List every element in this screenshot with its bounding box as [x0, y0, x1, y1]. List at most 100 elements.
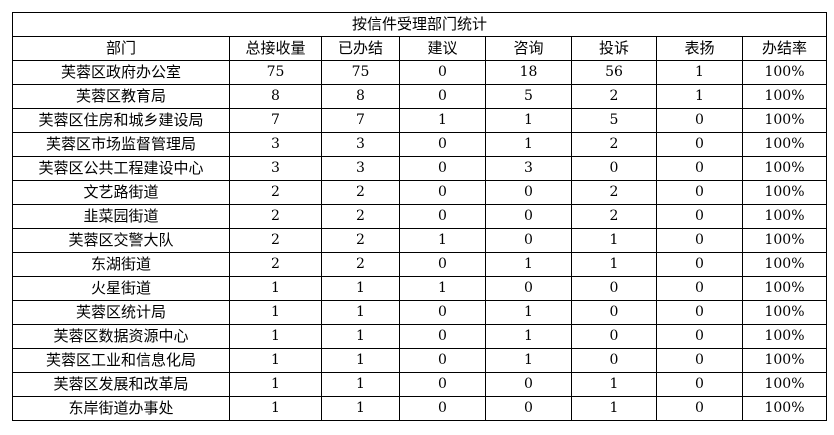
column-header: 办结率 [741, 36, 828, 61]
value-cell: 1 [229, 396, 322, 421]
column-header: 咨询 [485, 36, 572, 61]
value-cell: 0 [399, 300, 486, 325]
value-cell: 100% [741, 204, 828, 229]
value-cell: 2 [229, 228, 322, 253]
department-cell: 芙蓉区住房和城乡建设局 [12, 108, 230, 133]
value-cell: 1 [571, 252, 657, 277]
value-cell: 100% [741, 348, 828, 373]
value-cell: 5 [485, 84, 572, 109]
table-row: 芙蓉区公共工程建设中心 3 3 0 3 0 0 100% [12, 156, 828, 181]
value-cell: 18 [485, 60, 572, 85]
value-cell: 3 [321, 156, 400, 181]
value-cell: 100% [741, 228, 828, 253]
value-cell: 100% [741, 396, 828, 421]
value-cell: 3 [229, 156, 322, 181]
column-header: 表扬 [656, 36, 743, 61]
value-cell: 0 [656, 324, 743, 349]
value-cell: 2 [321, 204, 400, 229]
department-cell: 文艺路街道 [12, 180, 230, 205]
value-cell: 2 [571, 132, 657, 157]
value-cell: 100% [741, 84, 828, 109]
table-row: 芙蓉区教育局 8 8 0 5 2 1 100% [12, 84, 828, 109]
value-cell: 1 [229, 348, 322, 373]
department-cell: 芙蓉区数据资源中心 [12, 324, 230, 349]
value-cell: 0 [571, 156, 657, 181]
value-cell: 100% [741, 324, 828, 349]
value-cell: 0 [399, 324, 486, 349]
value-cell: 1 [485, 324, 572, 349]
value-cell: 0 [656, 204, 743, 229]
value-cell: 1 [229, 300, 322, 325]
value-cell: 5 [571, 108, 657, 133]
value-cell: 3 [485, 156, 572, 181]
value-cell: 1 [399, 276, 486, 301]
value-cell: 100% [741, 276, 828, 301]
department-cell: 芙蓉区统计局 [12, 300, 230, 325]
value-cell: 2 [321, 252, 400, 277]
header-row: 部门 总接收量 已办结 建议 咨询 投诉 表扬 办结率 [12, 36, 828, 61]
table-row: 芙蓉区政府办公室 75 75 0 18 56 1 100% [12, 60, 828, 85]
value-cell: 2 [571, 204, 657, 229]
table-row: 韭菜园街道 2 2 0 0 2 0 100% [12, 204, 828, 229]
table-row: 芙蓉区交警大队 2 2 1 0 1 0 100% [12, 228, 828, 253]
value-cell: 1 [485, 132, 572, 157]
value-cell: 0 [399, 204, 486, 229]
department-cell: 韭菜园街道 [12, 204, 230, 229]
table-row: 芙蓉区发展和改革局 1 1 0 0 1 0 100% [12, 372, 828, 397]
value-cell: 1 [571, 396, 657, 421]
value-cell: 0 [656, 180, 743, 205]
value-cell: 0 [656, 276, 743, 301]
value-cell: 2 [321, 228, 400, 253]
value-cell: 0 [571, 324, 657, 349]
value-cell: 0 [485, 396, 572, 421]
value-cell: 0 [656, 228, 743, 253]
value-cell: 1 [399, 228, 486, 253]
value-cell: 0 [656, 372, 743, 397]
value-cell: 0 [399, 348, 486, 373]
value-cell: 0 [399, 132, 486, 157]
department-cell: 东岸街道办事处 [12, 396, 230, 421]
column-header: 建议 [399, 36, 486, 61]
value-cell: 0 [399, 252, 486, 277]
value-cell: 1 [321, 372, 400, 397]
value-cell: 2 [321, 180, 400, 205]
title-row: 按信件受理部门统计 [11, 12, 828, 37]
value-cell: 0 [656, 132, 743, 157]
value-cell: 100% [741, 372, 828, 397]
value-cell: 100% [741, 132, 828, 157]
department-cell: 火星街道 [12, 276, 230, 301]
value-cell: 1 [485, 348, 572, 373]
table-row: 文艺路街道 2 2 0 0 2 0 100% [12, 180, 828, 205]
value-cell: 75 [229, 60, 322, 85]
value-cell: 100% [741, 108, 828, 133]
department-cell: 东湖街道 [12, 252, 230, 277]
value-cell: 0 [485, 372, 572, 397]
table-row: 芙蓉区工业和信息化局 1 1 0 1 0 0 100% [12, 348, 828, 373]
value-cell: 0 [399, 396, 486, 421]
table-row: 东湖街道 2 2 0 1 1 0 100% [12, 252, 828, 277]
value-cell: 1 [321, 396, 400, 421]
table-row: 火星街道 1 1 1 0 0 0 100% [12, 276, 828, 301]
value-cell: 7 [229, 108, 322, 133]
value-cell: 100% [741, 156, 828, 181]
value-cell: 2 [229, 252, 322, 277]
value-cell: 8 [229, 84, 322, 109]
value-cell: 0 [399, 180, 486, 205]
value-cell: 0 [485, 204, 572, 229]
value-cell: 3 [321, 132, 400, 157]
value-cell: 1 [399, 108, 486, 133]
value-cell: 0 [571, 276, 657, 301]
department-stats-table: 按信件受理部门统计 部门 总接收量 已办结 建议 咨询 投诉 表扬 办结率 芙蓉区政府办公室 7… [11, 12, 828, 421]
value-cell: 1 [571, 372, 657, 397]
department-cell: 芙蓉区市场监督管理局 [12, 132, 230, 157]
department-cell: 芙蓉区教育局 [12, 84, 230, 109]
value-cell: 0 [485, 228, 572, 253]
table-row: 芙蓉区住房和城乡建设局 7 7 1 1 5 0 100% [12, 108, 828, 133]
value-cell: 2 [229, 204, 322, 229]
value-cell: 0 [399, 372, 486, 397]
value-cell: 1 [485, 108, 572, 133]
value-cell: 0 [656, 300, 743, 325]
value-cell: 0 [656, 348, 743, 373]
table-row: 芙蓉区统计局 1 1 0 1 0 0 100% [12, 300, 828, 325]
value-cell: 0 [656, 252, 743, 277]
